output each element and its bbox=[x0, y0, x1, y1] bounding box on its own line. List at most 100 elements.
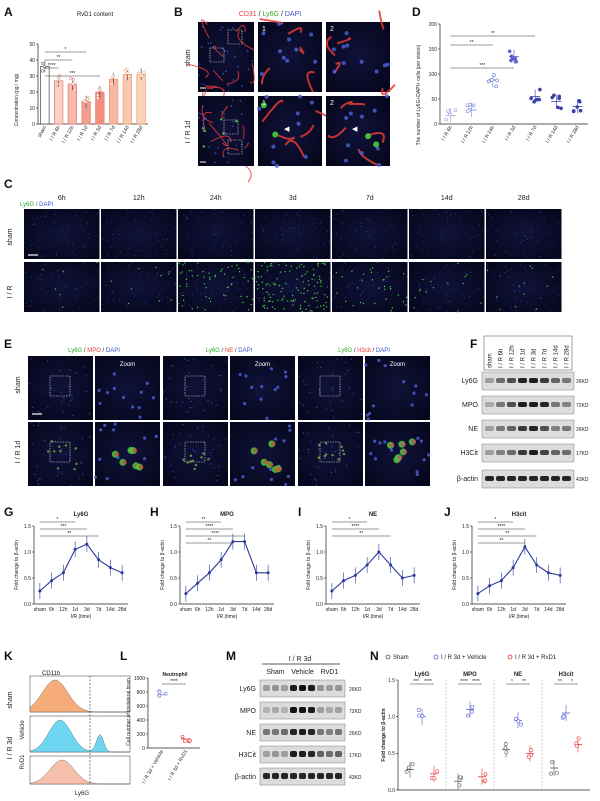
line-chart-point bbox=[231, 540, 235, 544]
panel-c-nucleus bbox=[403, 303, 405, 305]
panel-c-neutrophil bbox=[518, 285, 520, 287]
panel-c-nucleus bbox=[237, 288, 239, 290]
panel-f-band bbox=[551, 450, 560, 455]
line-chart-xtick-label: 3d bbox=[84, 607, 90, 613]
panel-c-nucleus bbox=[457, 309, 459, 311]
panel-c-nucleus bbox=[212, 247, 214, 249]
line-chart-xtick-label: 1d bbox=[72, 607, 78, 613]
panel-c-nucleus bbox=[226, 290, 228, 292]
panel-c-nucleus bbox=[327, 230, 329, 232]
panel-e-marker bbox=[338, 458, 340, 461]
panel-a-xtick-label: I / R 7d bbox=[104, 125, 117, 142]
panel-e-nucleus bbox=[377, 358, 381, 362]
panel-c-nucleus bbox=[85, 211, 87, 213]
panel-c-nucleus bbox=[32, 224, 34, 226]
panel-c-nucleus bbox=[213, 208, 215, 210]
panel-c-neutrophil bbox=[274, 308, 276, 310]
panel-e-marker bbox=[201, 456, 203, 459]
line-chart-xtick-label: 1d bbox=[510, 607, 516, 613]
panel-c-nucleus bbox=[75, 215, 77, 217]
panel-e-nucleus bbox=[68, 385, 70, 387]
panel-d-point bbox=[577, 99, 582, 104]
panel-c-nucleus bbox=[161, 289, 163, 291]
panel-l-ytick-label: 1000 bbox=[134, 676, 145, 682]
panel-c-neutrophil bbox=[307, 290, 309, 292]
panel-f-membrane bbox=[481, 469, 575, 489]
panel-e-nucleus bbox=[378, 441, 382, 445]
line-chart-ytick-label: 0.5 bbox=[316, 576, 323, 582]
panel-b-nucleus bbox=[232, 121, 235, 123]
panel-c-neutrophil bbox=[552, 276, 554, 278]
panel-c-nucleus bbox=[59, 310, 61, 312]
panel-c-neutrophil bbox=[181, 305, 184, 307]
panel-e-nucleus bbox=[71, 397, 73, 399]
panel-c-neutrophil bbox=[263, 261, 266, 264]
panel-c-nucleus bbox=[111, 246, 113, 248]
panel-e-nucleus bbox=[57, 475, 59, 477]
panel-c-nucleus bbox=[437, 307, 439, 309]
panel-c-nucleus bbox=[539, 211, 541, 213]
panel-e-image bbox=[28, 422, 93, 486]
panel-e-nucleus bbox=[191, 407, 193, 409]
panel-c-nucleus bbox=[314, 279, 316, 281]
panel-d-xtick-label: I / R 14d bbox=[545, 125, 560, 145]
panel-c-nucleus bbox=[523, 255, 525, 257]
panel-c-neutrophil bbox=[391, 307, 394, 309]
panel-e-image bbox=[95, 422, 160, 486]
panel-d-ytick-label: 150 bbox=[429, 47, 438, 53]
panel-c-nucleus bbox=[388, 267, 390, 269]
panel-b-nucleus bbox=[220, 110, 223, 113]
panel-e-nucleus bbox=[53, 389, 55, 391]
panel-e-nucleus bbox=[209, 457, 211, 459]
panel-c-neutrophil bbox=[185, 278, 188, 281]
panel-a-point bbox=[127, 74, 131, 78]
panel-c-nucleus bbox=[478, 234, 480, 236]
panel-d-ylabel: The number of Ly6G+DAPI+ cells (per visi… bbox=[416, 44, 422, 145]
panel-e-nucleus bbox=[142, 457, 147, 461]
panel-a-xtick-label: sham bbox=[37, 125, 48, 139]
panel-e-marker bbox=[325, 442, 328, 444]
panel-c-image bbox=[255, 209, 331, 259]
panel-c-nucleus bbox=[213, 244, 215, 246]
panel-b-neutrophil bbox=[235, 120, 238, 123]
panel-c-nucleus bbox=[185, 276, 187, 278]
panel-e-nucleus bbox=[210, 402, 213, 404]
panel-c-nucleus bbox=[236, 307, 238, 309]
panel-c-nucleus bbox=[86, 223, 88, 225]
line-chart-point bbox=[85, 542, 89, 546]
panel-a-point bbox=[41, 61, 45, 65]
panel-e-nucleus bbox=[422, 458, 426, 462]
panel-b-image bbox=[326, 22, 390, 92]
panel-d-xtick-label: I / R 12h bbox=[460, 125, 475, 145]
panel-b-nucleus bbox=[344, 116, 349, 121]
panel-c-neutrophil bbox=[197, 262, 199, 264]
panel-c-nucleus bbox=[107, 239, 109, 241]
panel-e-stain-part: / bbox=[371, 348, 376, 354]
panel-e-marker bbox=[187, 461, 189, 464]
panel-b-nucleus bbox=[377, 162, 382, 167]
panel-e-nucleus bbox=[334, 469, 337, 471]
panel-c-nucleus bbox=[291, 268, 293, 270]
panel-e-nucleus bbox=[121, 395, 126, 400]
panel-c-nucleus bbox=[458, 216, 460, 218]
panel-l-ytick-label: 600 bbox=[137, 704, 146, 710]
panel-e-nucleus bbox=[37, 483, 40, 485]
panel-e-marker bbox=[183, 458, 185, 461]
panel-c-nucleus bbox=[328, 240, 330, 242]
panel-c-nucleus bbox=[271, 261, 273, 263]
line-chart-point bbox=[38, 589, 42, 593]
panel-m-band bbox=[272, 729, 279, 735]
panel-e-nucleus bbox=[331, 387, 333, 389]
panel-e-nucleus bbox=[351, 358, 353, 360]
panel-f-band bbox=[485, 476, 494, 481]
panel-c-nucleus bbox=[119, 299, 121, 301]
panel-e-nucleus bbox=[298, 449, 300, 451]
panel-c-nucleus bbox=[432, 301, 434, 303]
panel-c-nucleus bbox=[64, 285, 66, 287]
panel-b-nucleus bbox=[201, 105, 204, 107]
panel-c-nucleus bbox=[446, 293, 448, 295]
panel-d-point bbox=[535, 97, 540, 102]
panel-c-nucleus bbox=[168, 301, 170, 303]
line-chart-xtick-label: 14d bbox=[544, 607, 553, 613]
panel-d-point bbox=[575, 105, 579, 109]
